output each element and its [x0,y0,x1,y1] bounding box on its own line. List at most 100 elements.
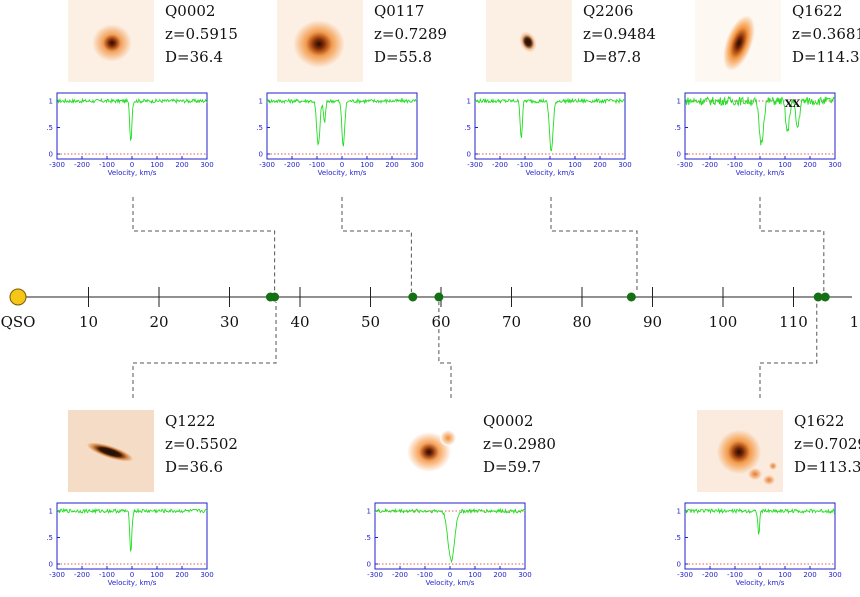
x-tick-label: 300 [200,571,213,579]
x-tick-label: -300 [49,571,65,579]
x-tick-label: -200 [392,571,408,579]
x-tick-label: 100 [150,161,163,169]
x-tick-label: 300 [410,161,423,169]
x-tick-label: 0 [548,161,552,169]
axis-tick-label: 120 [850,313,860,331]
redshift: z=0.3681 [792,25,860,43]
distance: D=114.3 [792,48,860,66]
x-tick-label: 100 [778,161,791,169]
y-tick-label: 0 [467,151,471,159]
qso-marker [9,288,27,306]
spectrum-line [266,97,418,147]
x-axis-label: Velocity, km/s [318,169,367,177]
x-tick-label: 300 [618,161,631,169]
distance: D=55.8 [374,48,432,66]
x-tick-label: 200 [385,161,398,169]
connector-line [759,302,818,398]
x-tick-label: -200 [492,161,508,169]
y-tick-label: 1 [259,98,263,106]
absorber-point [434,292,444,302]
distance: D=36.4 [165,48,223,66]
x-tick-label: -200 [74,161,90,169]
x-tick-label: -300 [259,161,275,169]
galaxy-image-0 [68,0,154,82]
axis-tick-label: 100 [709,313,738,331]
x-tick-label: 0 [758,571,762,579]
spectrum-line [56,507,208,552]
redshift: z=0.9484 [583,25,656,43]
spectrum-frame [374,502,526,570]
spectrum-line [374,507,526,564]
y-tick-label: 0 [367,561,371,569]
x-tick-label: 100 [778,571,791,579]
galaxy-image-1 [277,0,363,82]
y-tick-label: 0 [677,561,681,569]
axis-tick-label: 70 [502,313,521,331]
axis-tick-label: 10 [79,313,98,331]
x-tick-label: 300 [518,571,531,579]
axis-tick-label: 80 [572,313,591,331]
x-tick-label: 200 [493,571,506,579]
absorber-point [626,292,636,302]
galaxy-image-3 [695,0,781,82]
x-tick-label: 300 [828,161,841,169]
x-tick-label: 200 [593,161,606,169]
redshift: z=0.5915 [165,25,238,43]
spectrum-panel-4: -300 -200 -100 0 100 200 300 1.5 0 Velocity, km/s [46,502,214,587]
quasar-name: Q1222 [165,412,216,430]
connector-line [132,197,276,292]
connector-line [132,302,277,398]
galaxy-image-2 [486,0,572,82]
x-axis-label: Velocity, km/s [108,579,157,587]
redshift: z=0.7029 [794,435,860,453]
x-tick-label: 100 [468,571,481,579]
absorber-point [270,292,280,302]
x-tick-label: -100 [727,571,743,579]
distance: D=87.8 [583,48,641,66]
x-tick-label: -300 [677,571,693,579]
x-tick-label: -100 [417,571,433,579]
absorber-point [820,292,830,302]
connector-line [759,197,825,292]
x-tick-label: -100 [517,161,533,169]
spectrum-line [56,97,208,142]
x-tick-label: -200 [702,161,718,169]
galaxy-image-4 [68,410,154,492]
y-tick-label: 1 [367,508,371,516]
x-tick-label: -200 [74,571,90,579]
x-tick-label: 200 [175,161,188,169]
axis-tick-label: 110 [779,313,808,331]
galaxy-image-5 [386,410,472,492]
y-tick-label: 0 [677,151,681,159]
galaxy-label-2: Q2206 z=0.9484 D=87.8 [583,0,656,69]
x-tick-label: 0 [130,161,134,169]
spectrum-line [474,97,626,152]
distance: D=59.7 [483,458,541,476]
galaxy-label-4: Q1222 z=0.5502 D=36.6 [165,410,238,479]
axis-tick-label: 20 [149,313,168,331]
quasar-name: Q1622 [794,412,845,430]
spectrum-frame [474,92,626,160]
distance: D=36.6 [165,458,223,476]
quasar-name: Q0117 [374,2,425,20]
spectrum-panel-5: -300 -200 -100 0 100 200 300 1.5 0 Velocity, km/s [364,502,532,587]
y-tick-label: .5 [674,534,681,542]
y-tick-label: .5 [674,124,681,132]
x-tick-label: -300 [49,161,65,169]
axis-tick-label: 40 [290,313,309,331]
x-axis-label: Velocity, km/s [426,579,475,587]
y-tick-label: 0 [49,151,53,159]
x-tick-label: -200 [284,161,300,169]
y-tick-label: 1 [49,98,53,106]
x-tick-label: 200 [175,571,188,579]
quasar-name: Q0002 [483,412,534,430]
